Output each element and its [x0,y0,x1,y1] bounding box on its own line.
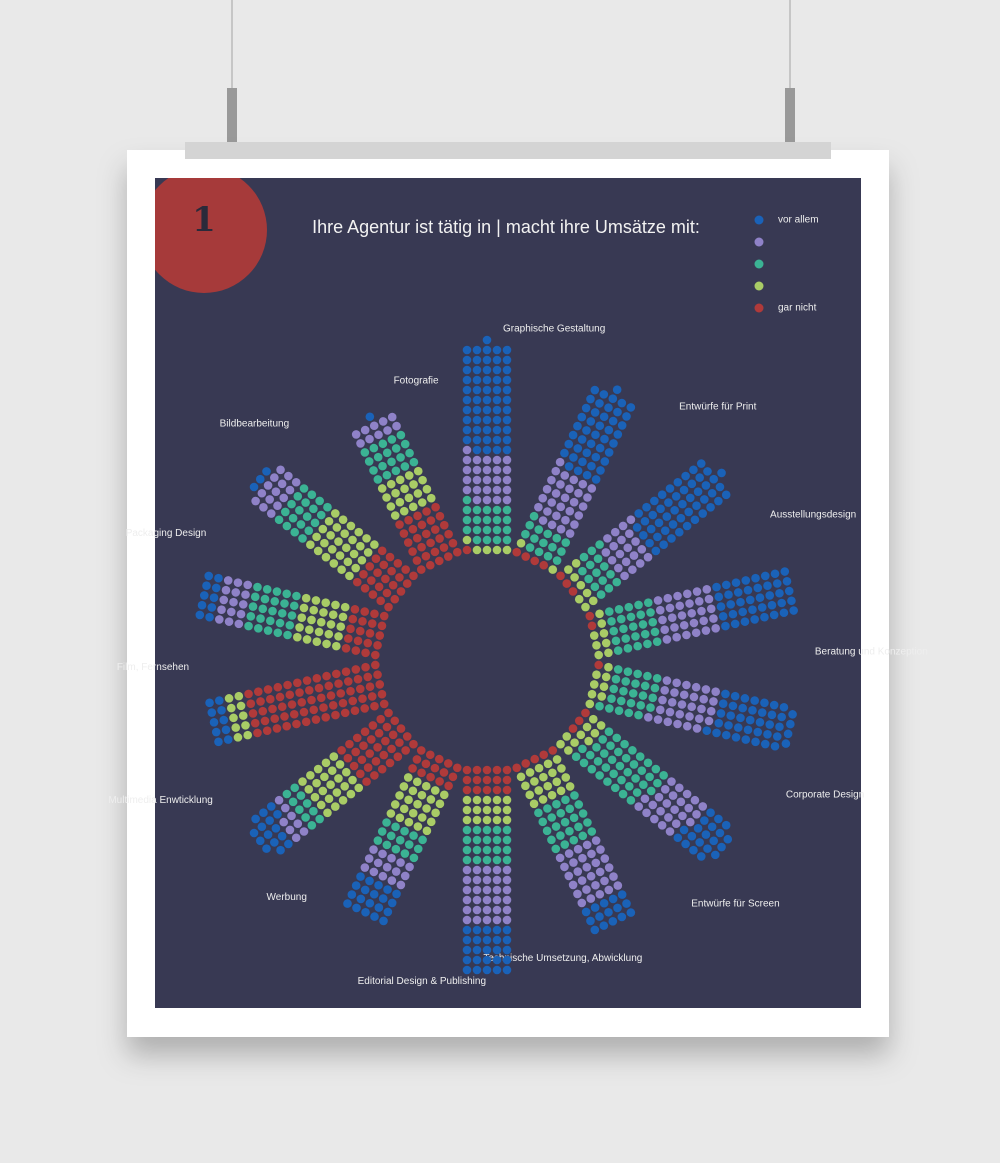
category-label: Multimedia Enwticklung [108,795,213,806]
dot-segment [653,585,720,644]
dot-segment [462,535,512,555]
dot-segment [351,412,401,448]
dot-segment [632,459,731,556]
dot-segment [462,825,512,865]
dot-segment [274,484,332,543]
dot-segment [712,567,798,631]
dot-segment [195,571,223,622]
dot-segment [571,727,668,805]
dot-segment [556,714,606,755]
dot-segment [560,385,636,484]
dot-segment [634,777,708,836]
dot-segment [534,791,597,854]
dot-segment [589,609,613,660]
legend-dot [754,259,764,269]
dot-segment [395,502,462,574]
dot-segment [601,515,653,581]
dot-segment [585,662,613,709]
dot-segment [462,335,512,455]
dot-segment [274,795,309,843]
dot-segment [643,676,720,733]
dot-segment [462,445,512,505]
dot-segment [462,865,512,925]
dot-segment [564,559,598,612]
dot-segment [251,465,301,518]
clip [785,88,795,144]
dot-segment [516,538,558,574]
dot-segment [205,696,233,747]
category-label: Packaging Design [126,528,207,539]
dot-segment [337,708,418,786]
dot-segment [408,746,462,791]
legend-label: vor allem [778,215,819,226]
dot-segment [244,660,389,738]
dot-segment [462,795,512,825]
category-label: Ausstellungsdesign [770,510,856,521]
category-label: Graphische Gestaltung [503,323,605,334]
dot-segment [360,845,414,890]
dot-segment [512,746,558,773]
category-label: Editorial Design & Publishing [358,976,486,987]
dot-segment [555,836,623,908]
badge [155,178,267,293]
dot-segment [568,708,590,733]
dot-segment [512,547,549,570]
dot-segment [249,802,293,855]
dot-segment [341,605,389,660]
dot-segment [673,808,733,861]
dot-segment [244,582,301,640]
category-label: Technische Umsetzung, Abwicklung [483,953,642,964]
category-label: Beratung und Konzeption [815,647,928,658]
dot-segment [534,457,597,538]
dot-segment [215,576,253,629]
dot-segment [702,689,797,751]
dot-segment [516,755,575,809]
dot-segment [360,430,419,484]
dot-segment [462,545,472,555]
hanger-bar [185,142,831,159]
clip [227,88,237,144]
category-label: Entwürfe für Screen [691,898,779,909]
dot-segment [594,660,603,670]
dot-segment [306,509,379,581]
legend-dot [754,215,764,225]
dot-segment [343,872,401,926]
dot-segment [462,765,512,795]
dot-segment [377,466,436,520]
dot-segment [581,890,636,935]
chart: vor allem gar nicht Graphische Gestaltung E… [108,215,927,987]
category-label: Fotografie [394,376,439,387]
dot-segment [595,665,662,720]
category-label: Entwürfe für Print [679,401,756,412]
dot-segment [293,593,350,651]
dot-segment [373,818,427,863]
dot-segment [298,752,364,818]
dot-segment [282,783,324,830]
dot-segment [462,925,512,975]
chart-title: Ihre Agentur ist tätig in | macht ihre U… [312,217,700,237]
badge-number: 1 [192,200,216,240]
dot-segment [556,571,578,596]
category-label: Bildbearbeitung [220,419,290,430]
dot-segment [585,611,597,631]
legend-dot [754,237,764,247]
dot-segment [462,495,512,545]
legend-label: gar nicht [778,303,817,314]
dot-segment [224,691,253,742]
dot-segment [604,598,662,655]
legend-dot [754,281,764,291]
dot-segment [249,467,271,492]
category-label: Film, Fernsehen [117,662,189,673]
dot-segment [365,412,375,422]
dot-segment [578,540,622,599]
dot-segment [386,773,449,836]
dot-segment [521,511,571,565]
category-label: Corporate Design [786,790,864,801]
legend-dot [754,303,764,313]
dot-segment [352,546,418,612]
category-label: Werbung [267,892,307,903]
